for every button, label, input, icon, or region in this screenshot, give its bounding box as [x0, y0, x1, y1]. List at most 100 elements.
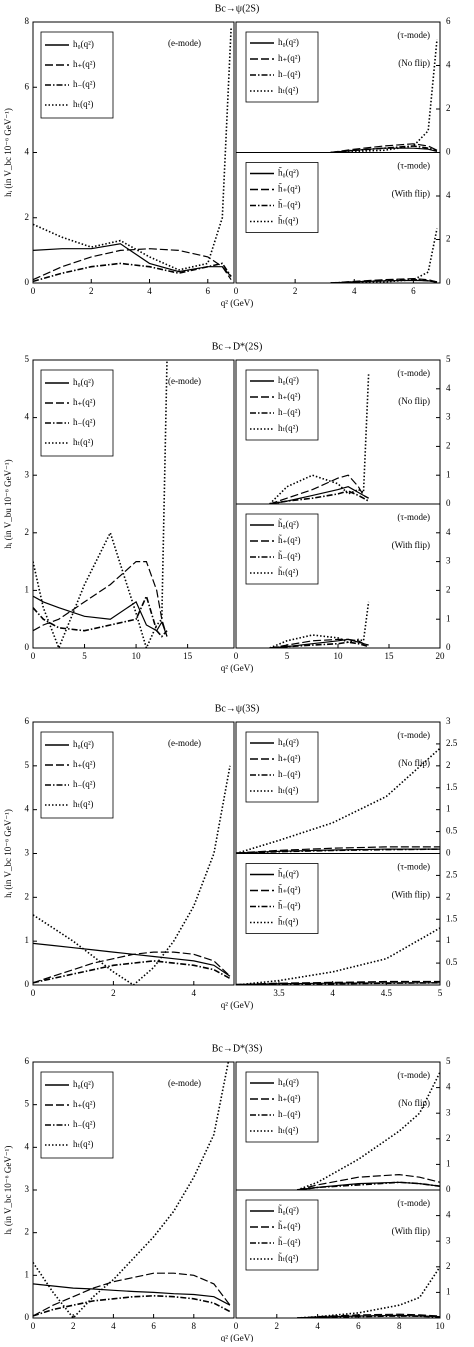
y-tick-label: 3 [446, 716, 451, 726]
x-tick-label: 2 [293, 286, 298, 296]
y-tick-label: 4 [446, 60, 451, 70]
legend-label: h̃₀(q²) [278, 167, 299, 177]
legend-label: hₜ(q²) [278, 423, 298, 433]
series-line [297, 1266, 440, 1318]
y-tick-label: 4 [446, 190, 451, 200]
panel: 0 2 4 6 0 2 4 h̃₀(q²) h̃₊(q²) h̃₋(q²) h̃ₜ(q²) (τ-mo… [234, 152, 451, 296]
series-line [33, 593, 168, 638]
x-tick-label: 15 [385, 651, 395, 661]
x-tick-label: 0 [31, 1321, 36, 1331]
legend-label: h̃₋(q²) [278, 551, 300, 561]
legend-label: h₀(q²) [278, 1077, 299, 1087]
series-line [236, 927, 440, 985]
y-tick-label: 1 [446, 935, 451, 945]
x-tick-label: 8 [192, 1321, 197, 1331]
x-axis-label: q² (GeV) [221, 1333, 253, 1342]
legend-label: h₊(q²) [73, 1099, 95, 1109]
y-tick-label: 4 [446, 1082, 451, 1092]
y-tick-label: 6 [25, 1056, 30, 1066]
y-tick-label: 0 [446, 848, 451, 858]
y-tick-label: 0 [25, 979, 30, 989]
annotation: (No flip) [398, 1098, 430, 1108]
y-tick-label: 1 [446, 469, 451, 479]
annotation: (τ-mode) [397, 368, 430, 378]
y-tick-label: 5 [446, 354, 451, 364]
series-line [330, 143, 438, 153]
x-axis-label: q² (GeV) [221, 663, 253, 673]
legend-label: h̃₀(q²) [278, 519, 299, 529]
y-tick-label: 0 [25, 1312, 30, 1322]
y-tick-label: 1 [25, 584, 30, 594]
panel: 3.5 4 4.5 50 0.5 1 1.5 2 2.5 h̃₀(q²) h̃₊(q²) h̃₋(q²… [235, 853, 458, 998]
y-tick-label: 6 [25, 716, 30, 726]
series-line [297, 1181, 440, 1190]
y-tick-label: 5 [25, 760, 30, 770]
series-line [269, 641, 369, 648]
series-line [33, 1272, 231, 1317]
x-tick-label: 10 [334, 651, 344, 661]
y-tick-label: 2 [446, 234, 451, 244]
legend-label: hₜ(q²) [73, 799, 93, 809]
y-tick-label: 2 [446, 103, 451, 113]
y-axis-label: hᵢ (in V_bc 10⁻⁶ GeV⁻¹) [3, 108, 13, 197]
legend-label: h₀(q²) [73, 377, 94, 387]
legend-label: h₊(q²) [278, 391, 300, 401]
legend-label: h̃₋(q²) [278, 199, 300, 209]
x-tick-label: 2 [275, 1321, 280, 1331]
x-tick-label: 15 [183, 651, 193, 661]
series-line [297, 1315, 440, 1318]
legend-label: h̃₀(q²) [278, 868, 299, 878]
series-line [33, 561, 168, 637]
y-tick-label: 1 [446, 613, 451, 623]
y-tick-label: 5 [25, 1099, 30, 1109]
y-tick-label: 0 [25, 642, 30, 652]
x-tick-label: 0 [31, 286, 36, 296]
legend-label: h₊(q²) [73, 397, 95, 407]
legend-label: h₀(q²) [278, 737, 299, 747]
x-tick-label: 4 [315, 1321, 320, 1331]
annotation: (No flip) [398, 758, 430, 768]
legend-label: h₀(q²) [73, 739, 94, 749]
x-tick-label: 4 [352, 286, 357, 296]
y-tick-label: 0 [446, 642, 451, 652]
series-line [269, 486, 369, 504]
y-tick-label: 0.5 [446, 826, 458, 836]
y-tick-label: 4 [25, 412, 30, 422]
y-tick-label: 2 [25, 891, 30, 901]
chart-title: Bc→ψ(2S) [215, 3, 260, 14]
x-axis-label: q² (GeV) [221, 298, 253, 308]
legend-box [40, 731, 114, 819]
x-tick-label: 6 [151, 1321, 156, 1331]
panel: 0 2 4 6 8 1001234h̃₀(q²)h̃₊(q²)h̃₋(q²)h̃ₜ(q²)… [234, 1189, 451, 1331]
series-line [33, 1294, 231, 1317]
annotation: (e-mode) [168, 738, 201, 748]
y-tick-label: 2 [446, 440, 451, 450]
legend-label: hₜ(q²) [73, 1139, 93, 1149]
panel: 0 1 2 3 4 5 h₀(q²) h₊(q²) h₋(q²) hₜ(q²) (τ-mode) (N… [235, 354, 451, 508]
y-tick-label: 1.5 [446, 913, 458, 923]
legend-label: h₀(q²) [278, 375, 299, 385]
y-tick-label: 1 [446, 1158, 451, 1168]
annotation: (With flip) [392, 189, 430, 199]
y-tick-label: 2 [446, 891, 451, 901]
x-tick-label: 0 [234, 1321, 239, 1331]
legend-label: h̃ₜ(q²) [278, 215, 298, 225]
chart-title: Bc→D*(3S) [212, 1043, 263, 1054]
series-line [236, 982, 440, 985]
series-line [236, 848, 440, 854]
x-tick-label: 0 [31, 651, 36, 661]
annotation: (τ-mode) [397, 30, 430, 40]
series-line [33, 28, 232, 271]
y-tick-label: 3 [25, 848, 30, 858]
legend-box [40, 1071, 114, 1159]
y-axis-label: hᵢ (in V_bc 10⁻⁶ GeV⁻¹) [3, 1146, 13, 1235]
panel: 0 5 10 15 2001234h̃₀(q²)h̃₊(q²)h̃₋(q²)h̃ₜ(q²… [234, 503, 451, 661]
panel: Bc→D*(2S) q² (GeV) hᵢ (in V_bu 10⁻⁶ GeV⁻¹)… [3, 341, 262, 673]
y-tick-label: 0 [446, 979, 451, 989]
annotation: (τ-mode) [397, 862, 430, 872]
legend-label: h₋(q²) [73, 1119, 95, 1129]
series-line [33, 595, 168, 637]
y-tick-label: 4 [25, 804, 30, 814]
annotation: (τ-mode) [397, 1198, 430, 1208]
x-tick-label: 10 [132, 651, 142, 661]
